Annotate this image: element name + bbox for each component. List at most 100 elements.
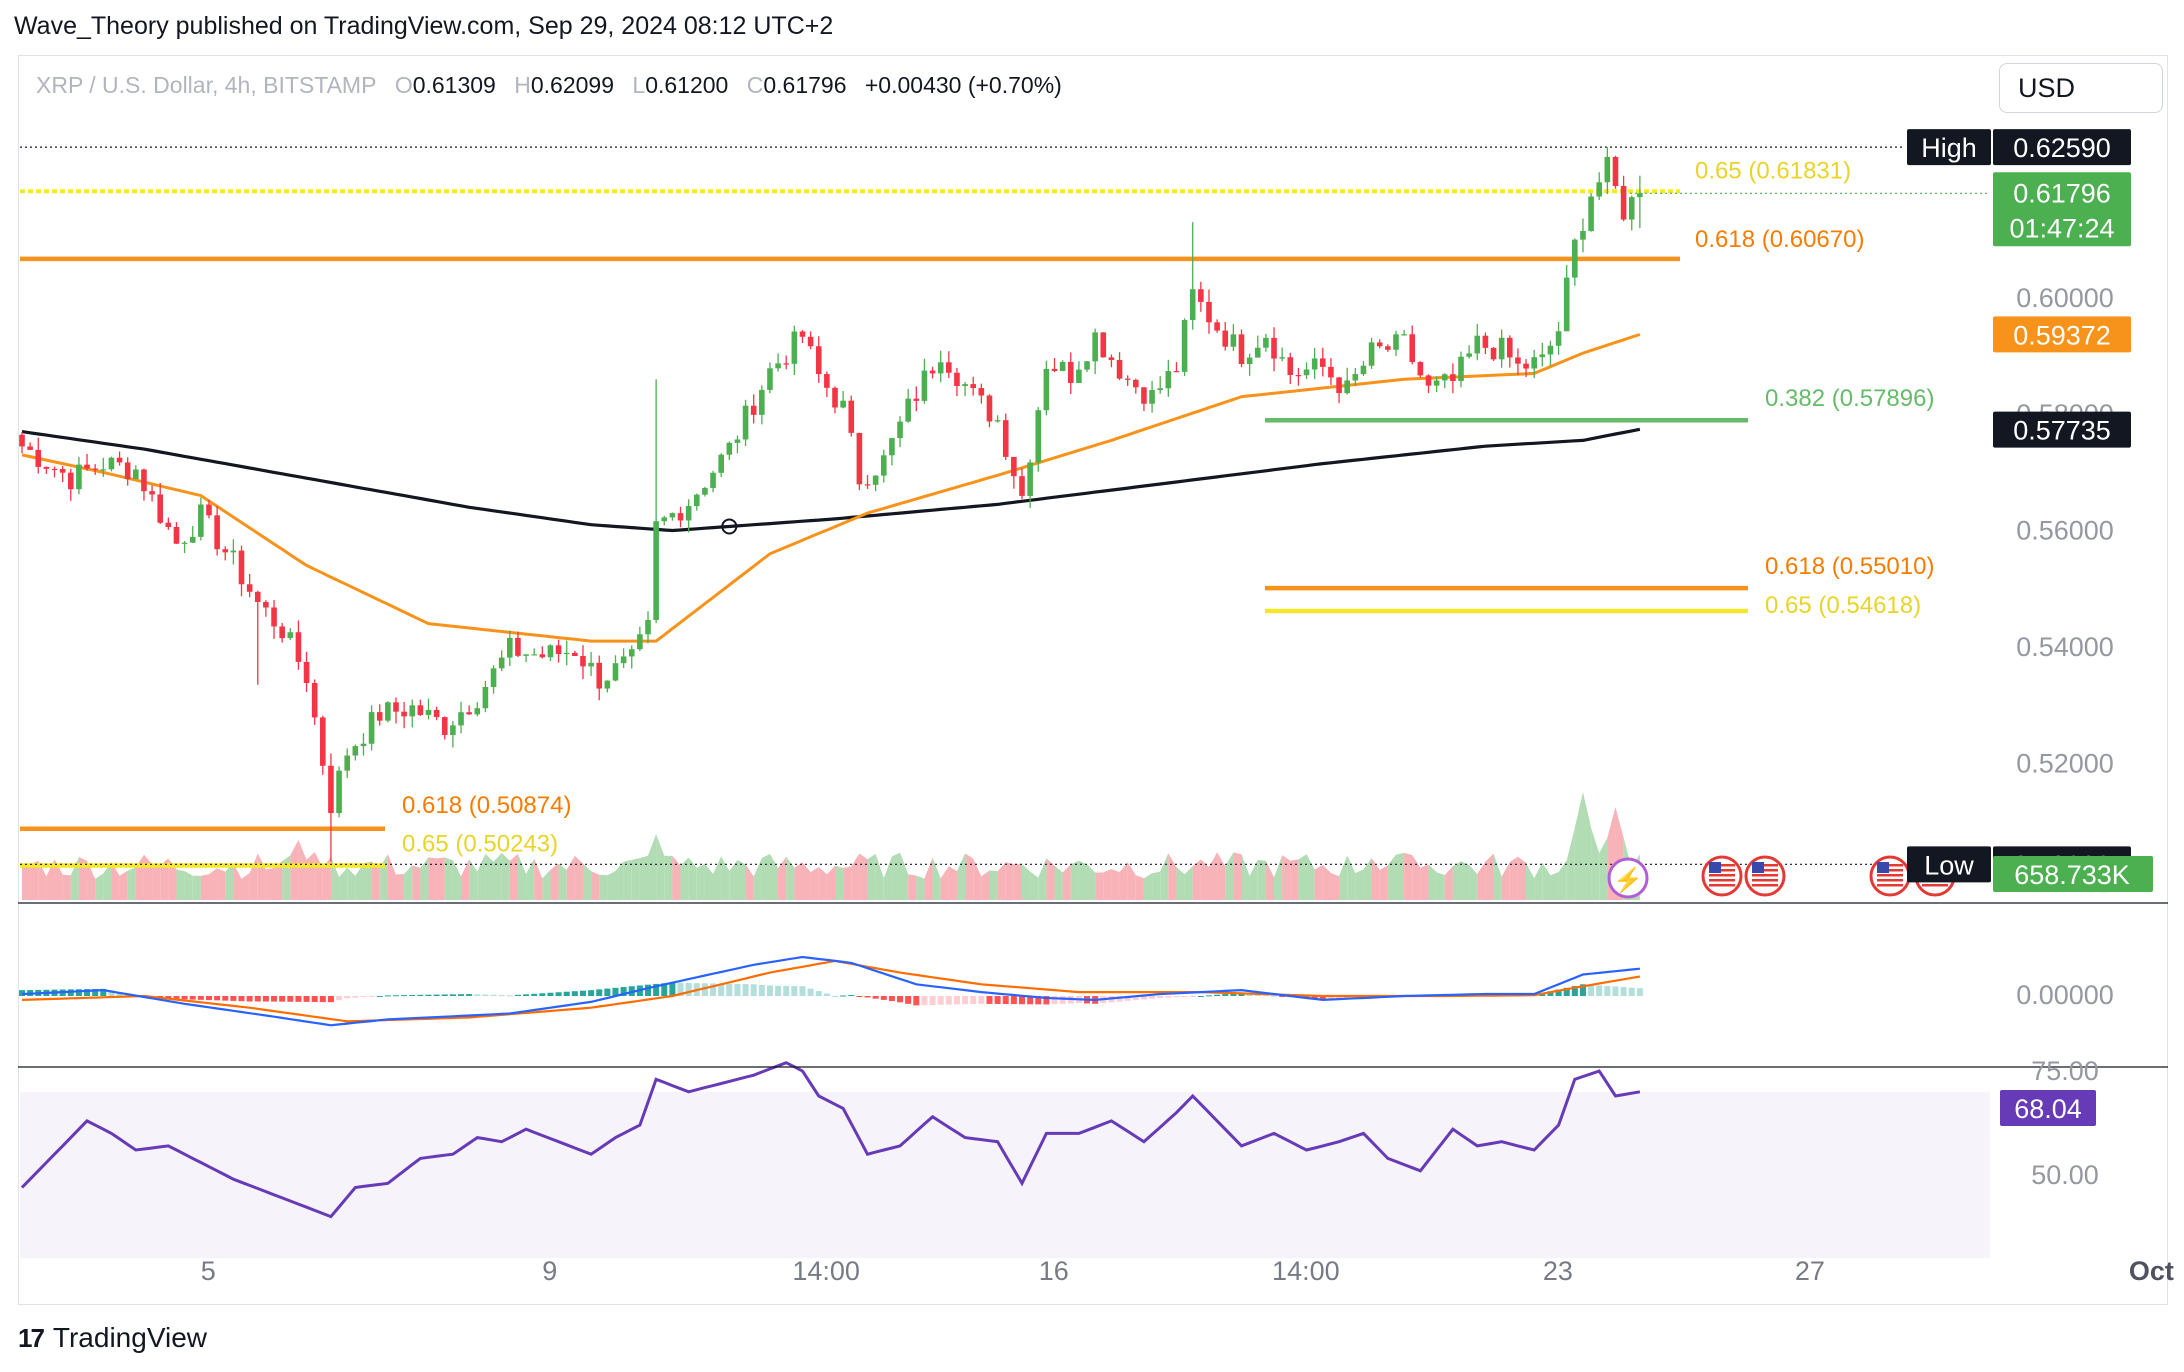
- candle[interactable]: [677, 506, 684, 528]
- candle[interactable]: [637, 626, 643, 652]
- candle[interactable]: [279, 622, 285, 643]
- candle[interactable]: [1084, 361, 1090, 372]
- candle[interactable]: [946, 351, 952, 379]
- candle[interactable]: [352, 744, 359, 761]
- candle[interactable]: [482, 680, 489, 713]
- candle[interactable]: [1157, 376, 1163, 394]
- candle[interactable]: [1295, 367, 1302, 386]
- candle[interactable]: [645, 611, 651, 644]
- candle[interactable]: [1116, 352, 1123, 381]
- candle[interactable]: [596, 655, 603, 701]
- candle[interactable]: [393, 697, 399, 724]
- candle[interactable]: [368, 705, 375, 751]
- candle[interactable]: [580, 645, 586, 680]
- candle[interactable]: [515, 631, 521, 658]
- price-tag[interactable]: 0.61796 01:47:24: [1993, 172, 2131, 247]
- candle[interactable]: [791, 325, 798, 375]
- candle[interactable]: [685, 499, 692, 533]
- candle[interactable]: [1067, 352, 1074, 395]
- candle[interactable]: [238, 545, 245, 597]
- candle[interactable]: [1515, 348, 1521, 375]
- candle[interactable]: [189, 525, 196, 544]
- candle[interactable]: [775, 353, 781, 372]
- candle[interactable]: [1149, 380, 1155, 413]
- candle[interactable]: [450, 720, 456, 748]
- candle[interactable]: [1376, 339, 1383, 349]
- candle[interactable]: [124, 457, 131, 486]
- candle[interactable]: [653, 379, 659, 624]
- candle[interactable]: [1360, 360, 1367, 376]
- candle[interactable]: [498, 650, 505, 672]
- candle[interactable]: [702, 486, 708, 497]
- candle[interactable]: [620, 648, 627, 668]
- candle[interactable]: [141, 468, 147, 501]
- candle[interactable]: [962, 381, 968, 397]
- candle[interactable]: [994, 415, 1001, 423]
- candle[interactable]: [108, 456, 115, 472]
- candle[interactable]: [385, 701, 391, 723]
- candle[interactable]: [320, 715, 326, 775]
- candle[interactable]: [1173, 362, 1180, 373]
- candle[interactable]: [1401, 329, 1407, 336]
- candle[interactable]: [1189, 222, 1196, 330]
- candle[interactable]: [51, 466, 58, 478]
- candle[interactable]: [287, 628, 294, 641]
- candle[interactable]: [1311, 348, 1318, 380]
- candle[interactable]: [1604, 147, 1611, 195]
- candle[interactable]: [1563, 265, 1570, 332]
- candle[interactable]: [1092, 328, 1098, 375]
- candle[interactable]: [490, 665, 497, 694]
- candle[interactable]: [181, 541, 188, 553]
- candle[interactable]: [1425, 374, 1432, 394]
- candle[interactable]: [856, 432, 863, 491]
- candle[interactable]: [693, 493, 700, 511]
- candle[interactable]: [100, 457, 107, 477]
- candle[interactable]: [376, 704, 383, 726]
- candle[interactable]: [409, 699, 416, 728]
- candle[interactable]: [588, 651, 594, 677]
- candle[interactable]: [1409, 325, 1416, 365]
- candle[interactable]: [1076, 361, 1082, 384]
- candle[interactable]: [1263, 333, 1269, 352]
- candle[interactable]: [1612, 155, 1619, 189]
- candle[interactable]: [1230, 324, 1237, 352]
- candle[interactable]: [921, 358, 928, 404]
- candle[interactable]: [1368, 337, 1375, 369]
- candle[interactable]: [295, 620, 302, 670]
- candle[interactable]: [1458, 351, 1464, 388]
- candle[interactable]: [937, 350, 944, 383]
- candle[interactable]: [441, 716, 448, 740]
- candle[interactable]: [523, 654, 529, 663]
- rsi-line[interactable]: [20, 1061, 1641, 1219]
- price-tag[interactable]: 0.62590 High: [1907, 129, 2131, 166]
- candle[interactable]: [1124, 375, 1131, 386]
- candle[interactable]: [507, 630, 513, 667]
- candle[interactable]: [1181, 318, 1188, 377]
- candle[interactable]: [1539, 342, 1546, 367]
- candle[interactable]: [1620, 175, 1627, 222]
- candle[interactable]: [750, 394, 757, 424]
- candle[interactable]: [149, 485, 155, 502]
- fib-level[interactable]: 0.65 (0.54618): [1265, 592, 1921, 619]
- candle[interactable]: [336, 766, 342, 818]
- fib-level[interactable]: 0.618 (0.60670): [20, 226, 1864, 262]
- candle[interactable]: [1628, 195, 1635, 231]
- candle[interactable]: [1441, 373, 1448, 389]
- candle[interactable]: [360, 733, 367, 756]
- candle[interactable]: [344, 748, 350, 778]
- candle[interactable]: [1531, 349, 1537, 379]
- candle[interactable]: [734, 435, 741, 454]
- candle[interactable]: [864, 475, 871, 489]
- candle[interactable]: [1572, 238, 1578, 286]
- fib-level[interactable]: 0.618 (0.55010): [1265, 553, 1934, 591]
- price-tag[interactable]: 0.57735: [1993, 411, 2131, 448]
- candle[interactable]: [198, 497, 204, 541]
- candle[interactable]: [157, 482, 164, 525]
- candle[interactable]: [970, 376, 977, 396]
- candle[interactable]: [1222, 321, 1229, 351]
- candle[interactable]: [1043, 360, 1050, 416]
- candle[interactable]: [458, 701, 464, 734]
- candle[interactable]: [1246, 353, 1253, 376]
- symbol-label[interactable]: XRP / U.S. Dollar, 4h, BITSTAMP: [36, 72, 377, 98]
- candle[interactable]: [1108, 354, 1115, 368]
